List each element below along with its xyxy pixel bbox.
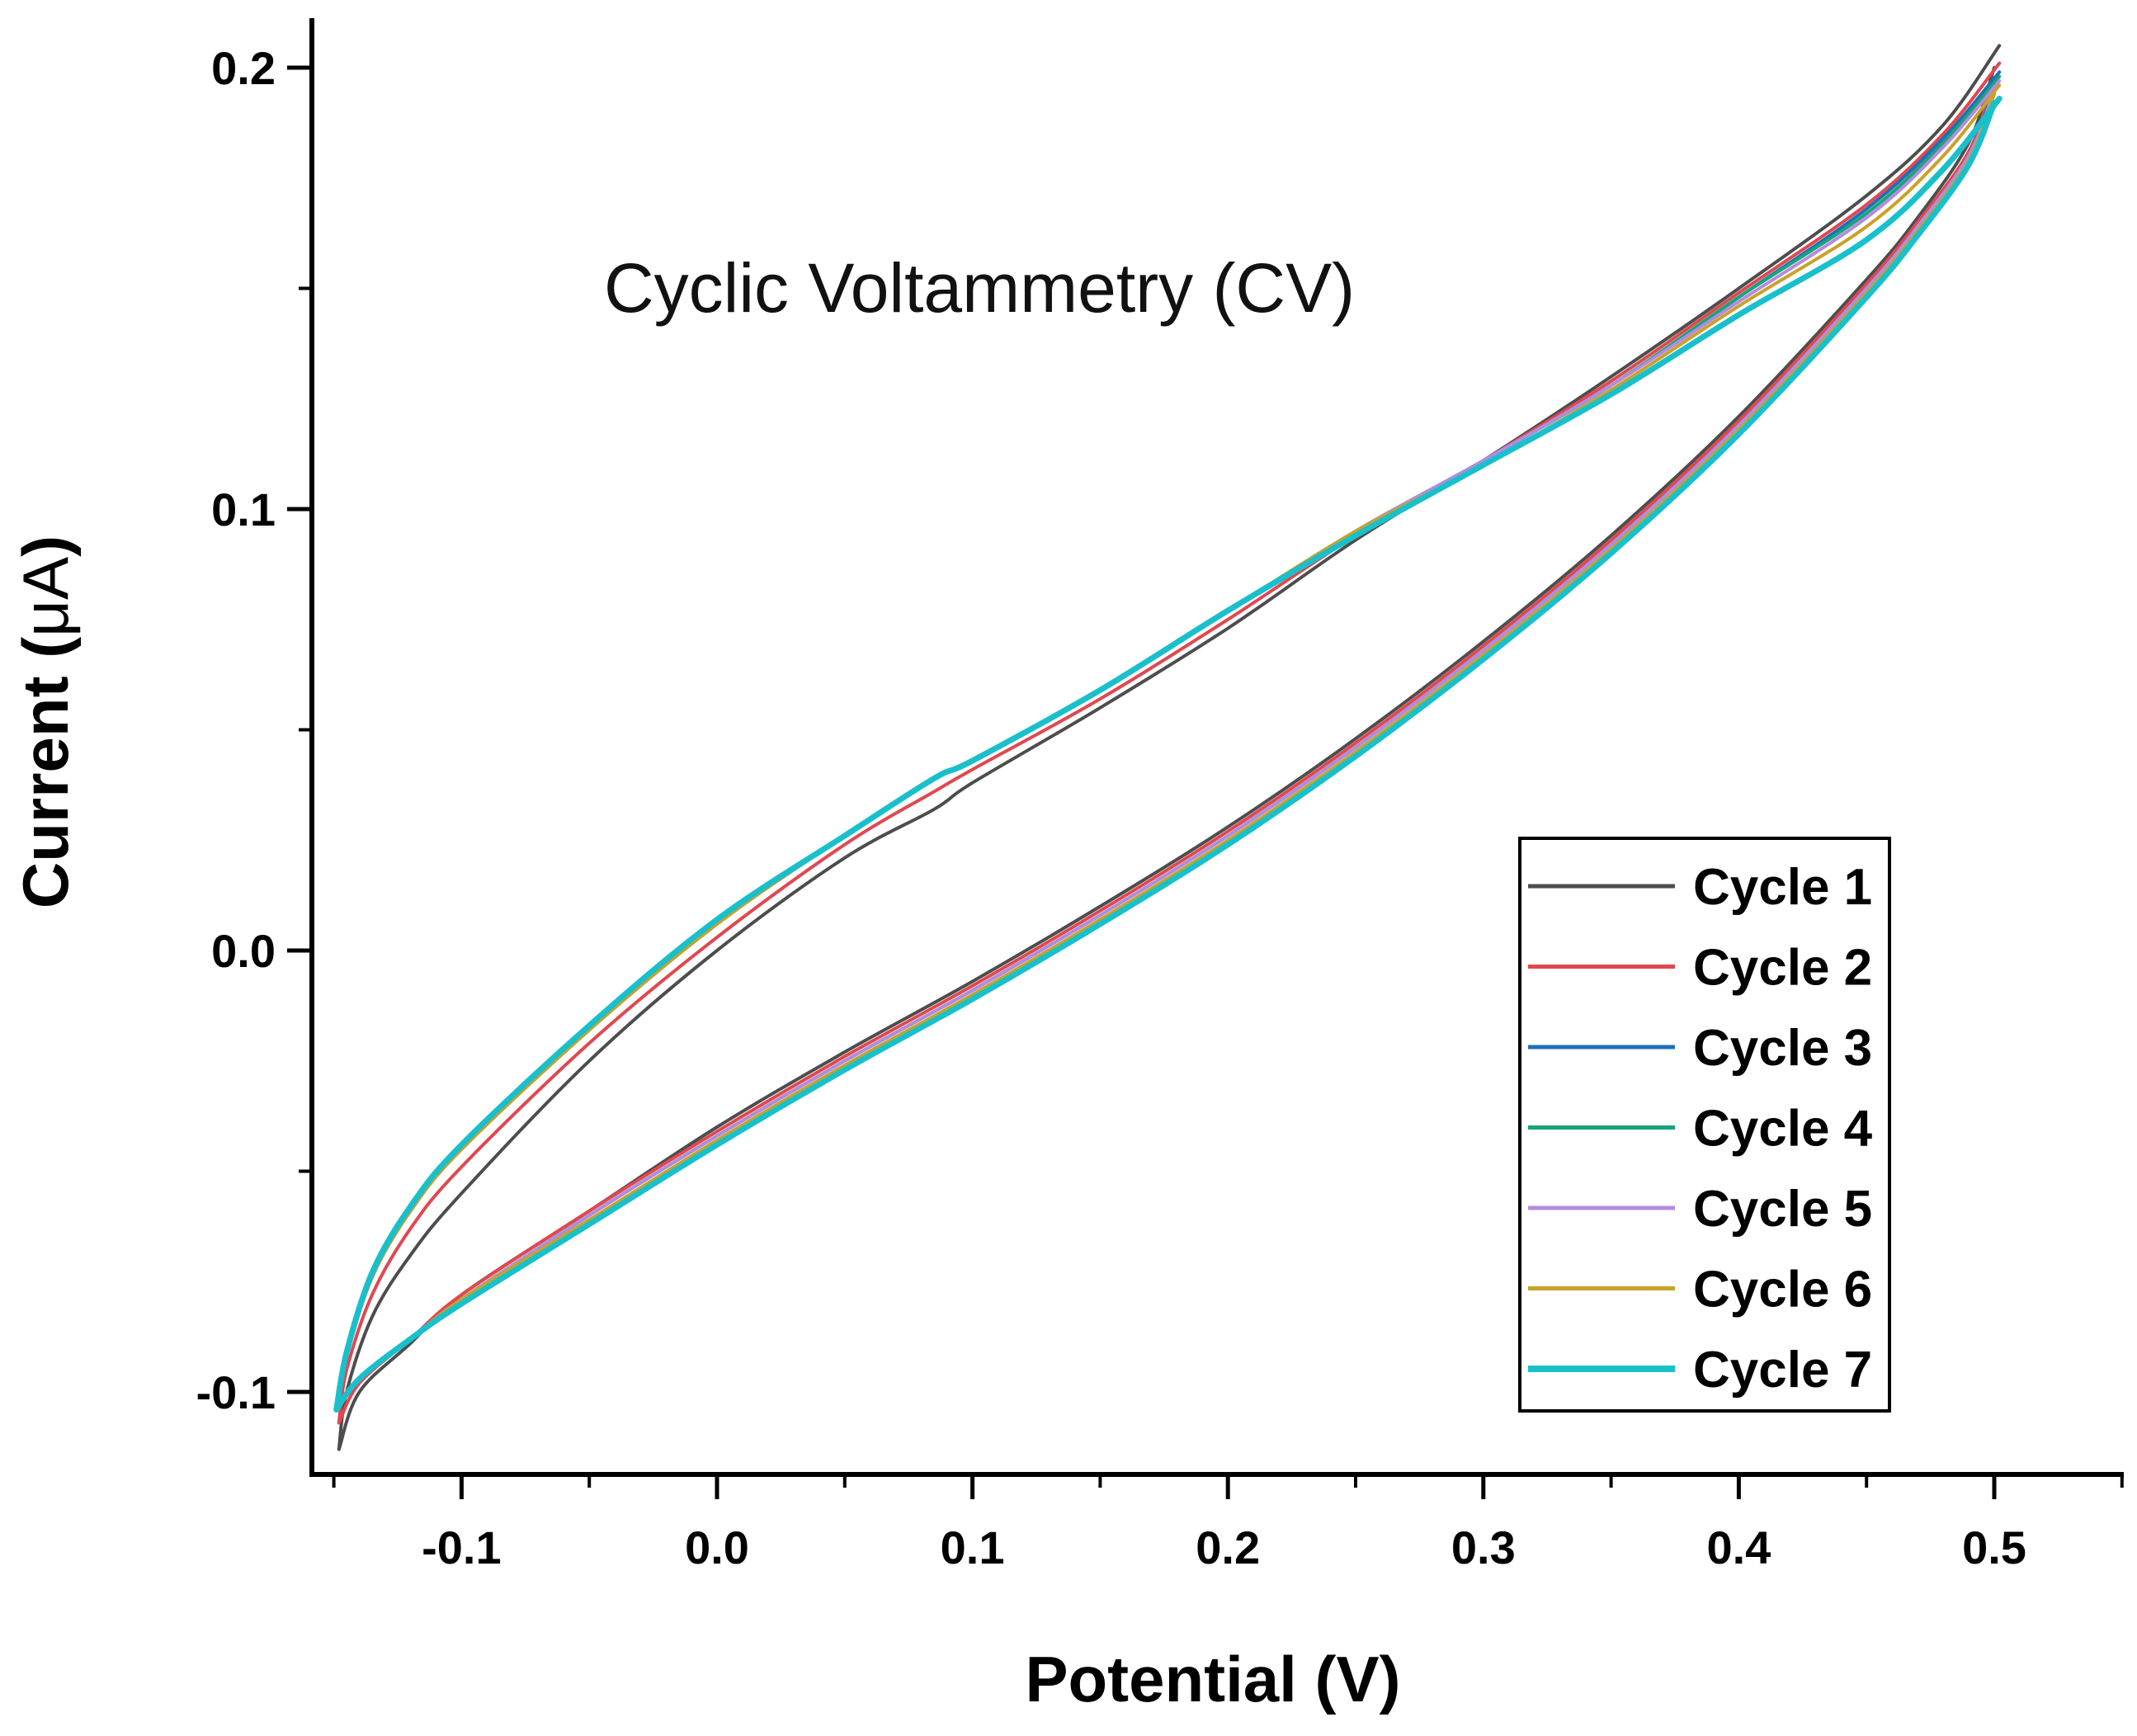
x-tick-label: 0.2 [1196,1521,1260,1573]
series-line-cycle-2-forward [337,79,1996,1425]
y-tick-label: 0.2 [211,42,276,94]
legend-label-cycle-3: Cycle 3 [1693,1020,1872,1077]
y-axis-title-main: Current ( [9,637,82,908]
y-tick-label: -0.1 [196,1366,276,1418]
axes-layer [309,18,2124,1477]
x-tick-label: 0.5 [1962,1521,2026,1573]
chart-title: Cyclic Voltammetry (CV) [604,249,1355,327]
legend-label-cycle-6: Cycle 6 [1693,1262,1872,1319]
x-axis-title: Potential (V) [1025,1643,1400,1715]
series-line-cycle-7-reverse [333,96,2003,1413]
x-tick-label: 0.4 [1706,1521,1771,1573]
y-tick-label: 0.1 [211,484,276,535]
legend-label-cycle-5: Cycle 5 [1693,1181,1872,1238]
series-line-cycle-6-forward [334,92,1996,1412]
x-tick-label: 0.3 [1451,1521,1516,1573]
legend-box [1518,837,1891,1413]
x-tick-label: -0.1 [422,1521,502,1573]
series-line-cycle-2-reverse [337,61,2002,1425]
y-axis-title-unit: μA [9,557,82,637]
x-ticks: -0.1 0.0 0.1 0.2 0.3 0.4 0.5 [332,1474,2124,1573]
series-layer [333,44,2003,1451]
legend: Cycle 1 Cycle 2 Cycle 3 Cycle 4 Cycle 5 Cycle… [1518,837,1891,1413]
legend-label-cycle-7: Cycle 7 [1693,1342,1872,1399]
x-tick-label: 0.0 [685,1521,749,1573]
y-axis-title: Current (μA) [9,535,82,908]
y-axis-title-close: ) [9,535,82,557]
x-tick-label: 0.1 [941,1521,1005,1573]
y-ticks: -0.1 0.0 0.1 0.2 [196,42,312,1418]
y-tick-label: 0.0 [211,925,276,977]
legend-label-cycle-4: Cycle 4 [1693,1101,1873,1158]
series-line-cycle-5-forward [334,87,1996,1412]
legend-label-cycle-2: Cycle 2 [1693,940,1872,997]
series-line-cycle-7-forward [333,100,1998,1413]
legend-label-cycle-1: Cycle 1 [1693,859,1872,916]
series-line-cycle-1-reverse [337,44,2002,1451]
